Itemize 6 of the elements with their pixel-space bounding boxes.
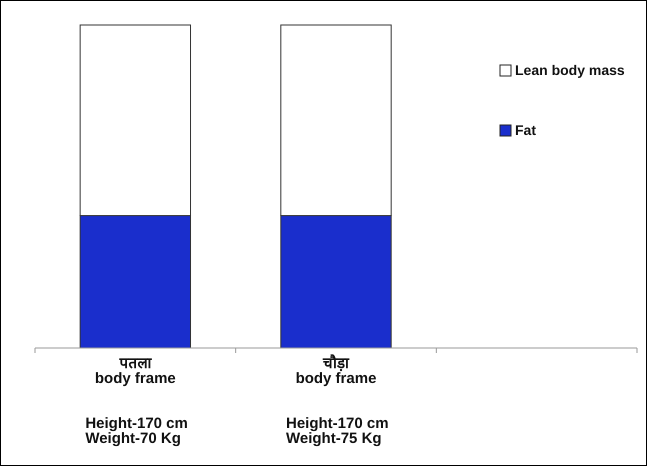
x-tick-label: चौड़ा body frame xyxy=(296,354,376,387)
legend-label: Fat xyxy=(515,122,536,138)
legend: Lean body mass Fat xyxy=(500,62,625,138)
text: Height-170 cm Weight-70 Kg xyxy=(85,415,188,447)
text: Height-170 cm Weight-75 Kg xyxy=(286,415,389,447)
x-tick-label: पतला body frame xyxy=(94,355,176,387)
